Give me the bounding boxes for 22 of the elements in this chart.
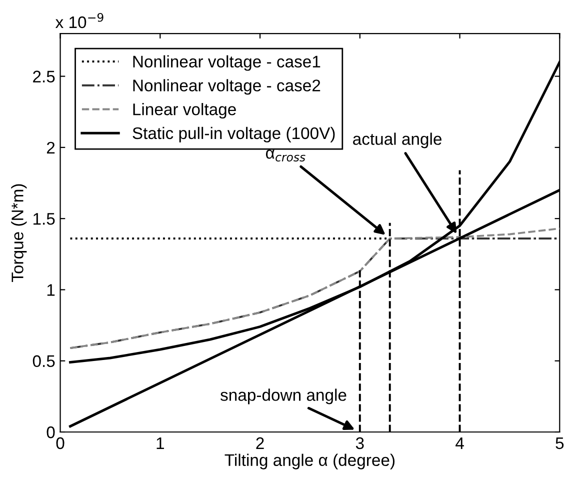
x-tick-label: 1 — [156, 437, 164, 449]
y-tick-label: 1 — [47, 284, 55, 296]
annotation: α$_{cross}$ — [266, 150, 306, 162]
x-tick-label: 3 — [356, 437, 364, 450]
text: x 10$^{−9}$ — [55, 12, 104, 28]
x-tick-label: 4 — [456, 437, 464, 449]
annotation: snap-down angle — [220, 388, 346, 404]
x-tick-label: 0 — [56, 437, 64, 450]
y-axis-title: Torque (N*m) — [11, 184, 27, 282]
x-tick-label: 5 — [556, 437, 564, 450]
y-tick-label: 0 — [46, 426, 55, 438]
legend-label: Linear voltage — [133, 103, 236, 119]
y-tick-label: 0.5 — [32, 355, 55, 368]
x-axis-title: Tilting angle α (degree) — [224, 454, 394, 470]
annotation: actual angle — [353, 132, 442, 148]
legend-label: Nonlinear voltage - case1 — [133, 55, 320, 71]
legend-label: Static pull-in voltage (100V) — [132, 126, 335, 142]
y-tick-label: 2 — [46, 142, 55, 154]
legend-label: Nonlinear voltage - case2 — [133, 79, 320, 95]
y-tick-label: 1.5 — [34, 213, 55, 225]
y-tick-label: 2.5 — [33, 70, 55, 82]
x-tick-label: 2 — [256, 437, 264, 449]
